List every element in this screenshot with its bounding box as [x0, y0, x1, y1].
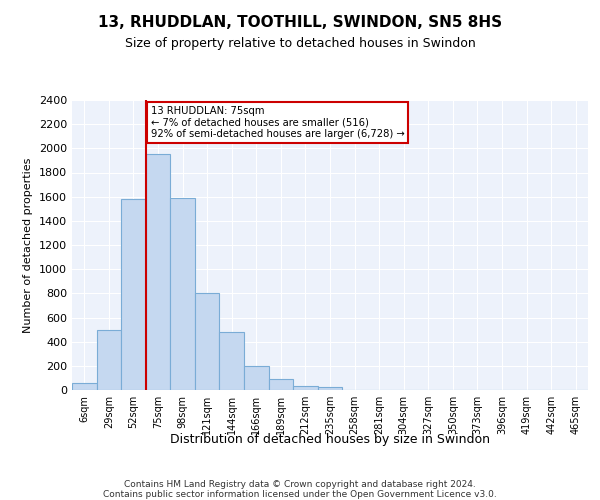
Bar: [170, 198, 195, 390]
Bar: [121, 199, 146, 390]
Text: Distribution of detached houses by size in Swindon: Distribution of detached houses by size …: [170, 432, 490, 446]
Bar: [195, 294, 220, 390]
Bar: [244, 366, 269, 390]
Text: 13 RHUDDLAN: 75sqm
← 7% of detached houses are smaller (516)
92% of semi-detache: 13 RHUDDLAN: 75sqm ← 7% of detached hous…: [151, 106, 404, 139]
Bar: [318, 386, 342, 390]
Bar: [269, 379, 293, 390]
Text: Size of property relative to detached houses in Swindon: Size of property relative to detached ho…: [125, 38, 475, 51]
Bar: [220, 332, 244, 390]
Bar: [293, 386, 318, 390]
Text: 13, RHUDDLAN, TOOTHILL, SWINDON, SN5 8HS: 13, RHUDDLAN, TOOTHILL, SWINDON, SN5 8HS: [98, 15, 502, 30]
Text: Contains HM Land Registry data © Crown copyright and database right 2024.: Contains HM Land Registry data © Crown c…: [124, 480, 476, 489]
Bar: [72, 383, 97, 390]
Y-axis label: Number of detached properties: Number of detached properties: [23, 158, 34, 332]
Bar: [146, 154, 170, 390]
Text: Contains public sector information licensed under the Open Government Licence v3: Contains public sector information licen…: [103, 490, 497, 499]
Bar: [97, 330, 121, 390]
